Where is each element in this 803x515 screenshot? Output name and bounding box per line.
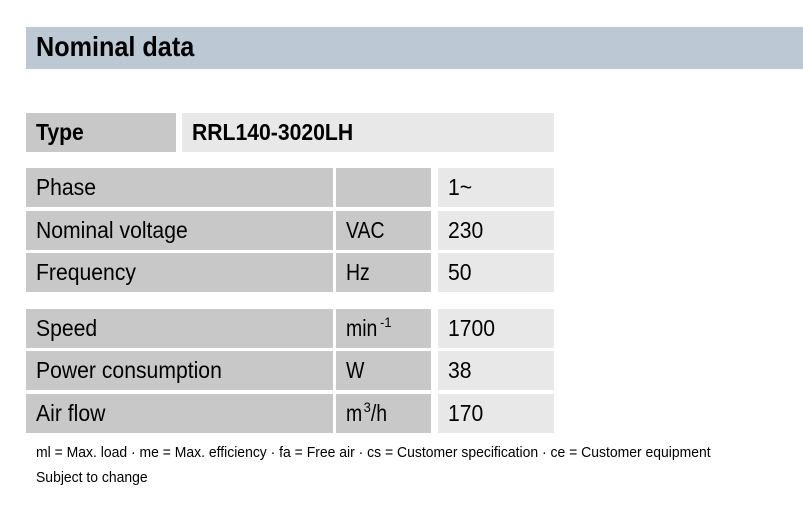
unit-base: W — [346, 357, 365, 383]
unit-base: Hz — [346, 259, 370, 285]
section-title: Nominal data — [36, 31, 195, 62]
row-unit: m3/h — [346, 400, 388, 427]
row-unit: Hz — [346, 259, 372, 286]
row-value-cell: 1~ — [438, 168, 554, 207]
row-value: 170 — [448, 400, 484, 426]
row-label-cell: Speed — [26, 309, 333, 348]
row-label-cell: Nominal voltage — [26, 211, 333, 250]
footnote: ml = Max. load · me = Max. efficiency · … — [36, 444, 711, 461]
unit-base: m — [346, 400, 363, 426]
row-value-cell: 50 — [438, 253, 554, 292]
unit-base: min — [346, 315, 378, 341]
row-value: 230 — [448, 217, 484, 243]
row-value: 1~ — [448, 174, 473, 200]
row-label: Power consumption — [36, 357, 222, 383]
row-label: Nominal voltage — [36, 217, 188, 243]
type-value: RRL140-3020LH — [192, 119, 354, 145]
row-unit: W — [346, 357, 366, 384]
row-value-cell: 1700 — [438, 309, 554, 348]
row-unit: VAC — [346, 217, 388, 244]
row-label: Air flow — [36, 400, 106, 426]
row-unit-cell — [336, 168, 431, 207]
unit-suffix: /h — [370, 400, 388, 426]
row-value-cell: 38 — [438, 351, 554, 390]
type-label: Type — [36, 119, 84, 145]
row-unit-cell: min -1 — [336, 309, 431, 348]
row-value: 1700 — [448, 315, 496, 341]
row-label-cell: Frequency — [26, 253, 333, 292]
type-label-cell: Type — [26, 113, 176, 152]
row-label-cell: Power consumption — [26, 351, 333, 390]
row-label: Frequency — [36, 259, 136, 285]
row-unit-cell: VAC — [336, 211, 431, 250]
row-unit-cell: Hz — [336, 253, 431, 292]
row-label-cell: Phase — [26, 168, 333, 207]
type-value-cell: RRL140-3020LH — [182, 113, 554, 152]
row-value: 38 — [448, 357, 472, 383]
row-unit-cell: m3/h — [336, 394, 431, 433]
row-value-cell: 170 — [438, 394, 554, 433]
unit-superscript: 3 — [363, 399, 371, 415]
row-label-cell: Air flow — [26, 394, 333, 433]
section-header: Nominal data — [26, 27, 803, 69]
row-label: Phase — [36, 174, 97, 200]
row-value: 50 — [448, 259, 472, 285]
row-unit-cell: W — [336, 351, 431, 390]
row-label: Speed — [36, 315, 98, 341]
subject-to-change: Subject to change — [36, 469, 148, 486]
row-value-cell: 230 — [438, 211, 554, 250]
row-unit: min -1 — [346, 315, 392, 342]
unit-superscript: -1 — [380, 314, 392, 330]
unit-base: VAC — [346, 217, 385, 243]
